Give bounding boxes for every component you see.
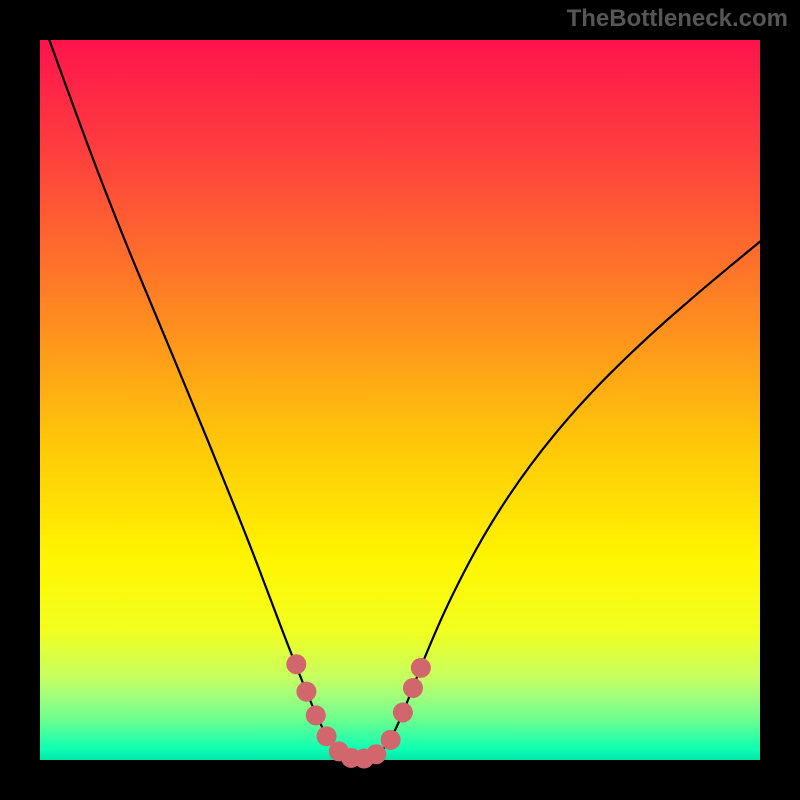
curve-marker (366, 744, 386, 764)
curve-layer (0, 0, 800, 800)
curve-marker (286, 654, 306, 674)
bottleneck-curve (49, 40, 760, 759)
watermark-text: TheBottleneck.com (567, 5, 788, 33)
curve-marker (306, 705, 326, 725)
curve-marker (411, 658, 431, 678)
curve-marker (393, 702, 413, 722)
stage: TheBottleneck.com (0, 0, 800, 800)
curve-marker (381, 730, 401, 750)
marker-group (286, 654, 431, 768)
curve-marker (296, 682, 316, 702)
curve-marker (403, 678, 423, 698)
